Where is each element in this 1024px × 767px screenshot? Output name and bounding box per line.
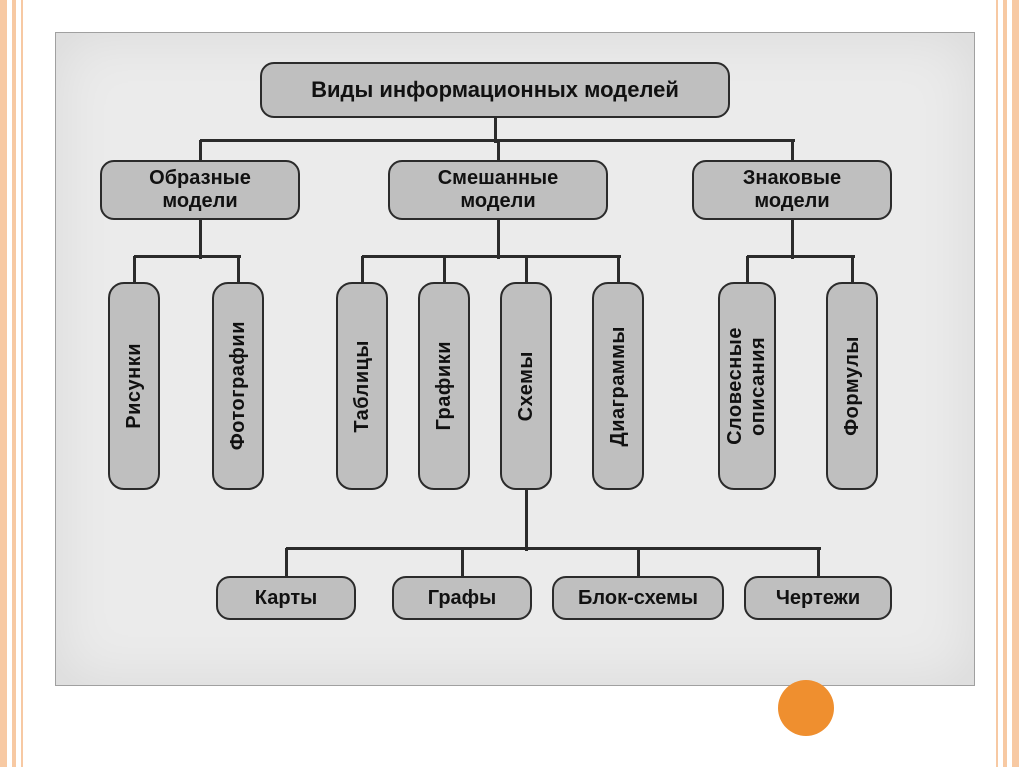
node-leaf-3: Графики <box>418 282 470 490</box>
node-leaf-2: Таблицы <box>336 282 388 490</box>
node-sub-2: Блок-схемы <box>552 576 724 620</box>
edge-cat-to-leaf-5 <box>617 256 620 285</box>
node-cat-smesh-label: Смешанные модели <box>438 167 559 213</box>
right-stripes <box>996 0 1019 767</box>
node-leaf-5: Диаграммы <box>592 282 644 490</box>
node-root: Виды информационных моделей <box>260 62 730 118</box>
node-sub-3: Чертежи <box>744 576 892 620</box>
edge-cat-bus-znak <box>747 255 855 258</box>
node-leaf-7-label: Формулы <box>841 336 864 436</box>
node-sub-1: Графы <box>392 576 532 620</box>
node-leaf-4: Схемы <box>500 282 552 490</box>
node-cat-znak: Знаковые модели <box>692 160 892 220</box>
edge-cat-to-leaf-7 <box>851 256 854 285</box>
node-leaf-7: Формулы <box>826 282 878 490</box>
edge-cat-to-leaf-6 <box>746 256 749 285</box>
edge-cat-to-leaf-3 <box>443 256 446 285</box>
edge-cat-to-leaf-4 <box>525 256 528 285</box>
node-leaf-4-label: Схемы <box>515 351 538 421</box>
node-cat-obraz: Образные модели <box>100 160 300 220</box>
edge-sub-drop-1 <box>461 548 464 579</box>
edge-sub-drop-2 <box>637 548 640 579</box>
edge-cat-stem-obraz <box>199 220 202 259</box>
edge-cat-to-leaf-0 <box>133 256 136 285</box>
node-cat-znak-label: Знаковые модели <box>743 167 841 213</box>
node-sub-1-label: Графы <box>428 587 497 610</box>
edge-cat-bus-smesh <box>362 255 621 258</box>
node-leaf-1-label: Фотографии <box>227 321 250 450</box>
edge-sub-drop-0 <box>285 548 288 579</box>
node-leaf-6-label: Словесные описания <box>724 327 770 445</box>
node-root-label: Виды информационных моделей <box>311 77 679 102</box>
edge-sub-drop-3 <box>817 548 820 579</box>
edge-sub-bus <box>286 547 821 550</box>
node-sub-3-label: Чертежи <box>776 587 860 610</box>
node-sub-2-label: Блок-схемы <box>578 587 698 610</box>
node-cat-smesh: Смешанные модели <box>388 160 608 220</box>
node-leaf-1: Фотографии <box>212 282 264 490</box>
node-leaf-0: Рисунки <box>108 282 160 490</box>
node-sub-0: Карты <box>216 576 356 620</box>
node-leaf-5-label: Диаграммы <box>607 326 630 447</box>
edge-cat-stem-znak <box>791 220 794 259</box>
node-leaf-0-label: Рисунки <box>123 343 146 429</box>
node-leaf-3-label: Графики <box>433 341 456 431</box>
edge-cat-to-leaf-2 <box>361 256 364 285</box>
node-cat-obraz-label: Образные модели <box>149 167 251 213</box>
edge-cat-stem-smesh <box>497 220 500 259</box>
edge-cat-bus-obraz <box>134 255 241 258</box>
edge-schem-stem <box>525 490 528 551</box>
edge-cat-to-leaf-1 <box>237 256 240 285</box>
accent-circle <box>778 680 834 736</box>
node-leaf-2-label: Таблицы <box>351 340 374 433</box>
left-stripes <box>0 0 23 767</box>
node-sub-0-label: Карты <box>255 587 317 610</box>
node-leaf-6: Словесные описания <box>718 282 776 490</box>
